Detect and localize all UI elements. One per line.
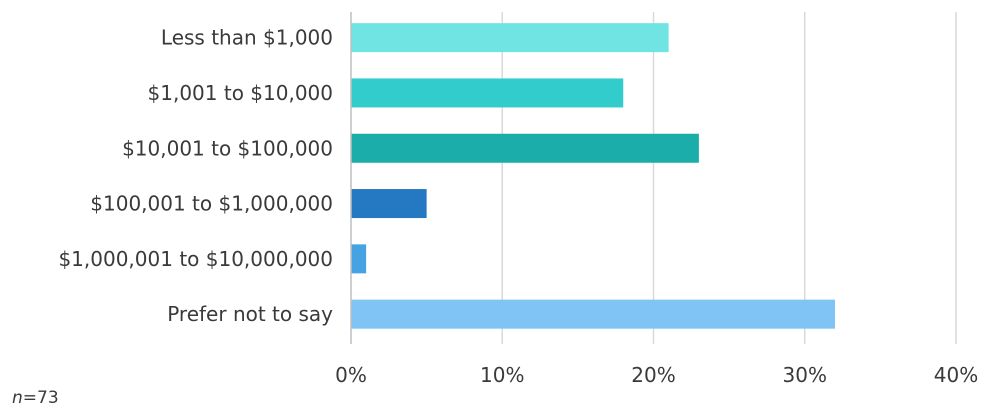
bar	[351, 189, 427, 219]
sample-size-value: =73	[22, 388, 59, 408]
bar	[351, 244, 367, 274]
x-tick-label: 40%	[934, 363, 978, 387]
category-label: $1,001 to $10,000	[148, 81, 333, 105]
bar	[351, 133, 699, 163]
bar	[351, 299, 835, 329]
x-tick-label: 10%	[480, 363, 524, 387]
sample-size-symbol: n	[12, 388, 23, 408]
category-label: $10,001 to $100,000	[122, 136, 333, 160]
x-tick-label: 20%	[631, 363, 675, 387]
category-label: $100,001 to $1,000,000	[90, 192, 333, 216]
x-tick-label: 30%	[783, 363, 827, 387]
category-label: Prefer not to say	[167, 302, 333, 326]
bar	[351, 78, 624, 108]
category-label: Less than $1,000	[161, 26, 333, 50]
category-label: $1,000,001 to $10,000,000	[58, 247, 333, 271]
sample-size-note: n=73	[12, 388, 59, 408]
x-tick-label: 0%	[335, 363, 367, 387]
bar	[351, 23, 669, 53]
